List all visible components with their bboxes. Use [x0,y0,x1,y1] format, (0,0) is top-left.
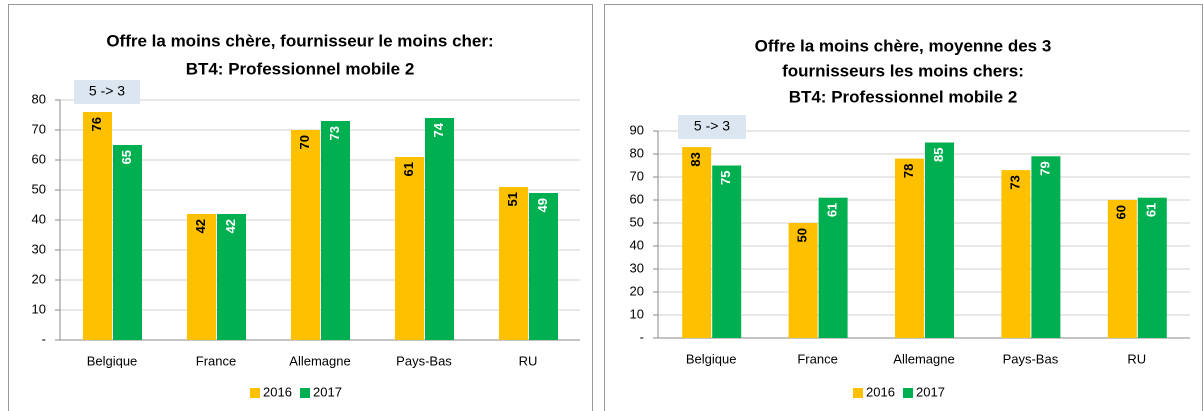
bar [1031,156,1061,338]
y-tick-label: 60 [630,191,644,206]
data-label: 51 [505,192,520,206]
chart-title: Offre la moins chère, fournisseur le moi… [106,31,493,50]
x-tick-label: Belgique [87,353,138,368]
data-label: 42 [193,219,208,233]
data-label: 83 [688,152,703,166]
data-label: 42 [223,219,238,233]
data-label: 70 [297,135,312,149]
data-label: 60 [1114,205,1129,219]
x-tick-label: Belgique [686,351,737,366]
bar [187,214,216,340]
chart-title: fournisseurs les moins chers: [782,61,1024,80]
x-tick-label: France [196,353,236,368]
y-tick-label: 20 [630,283,644,298]
chart-title: BT4: Professionnel mobile 2 [789,87,1018,106]
legend-swatch [853,388,863,398]
x-tick-label: RU [519,353,538,368]
bar [291,130,320,340]
y-tick-label: 30 [630,260,644,275]
y-tick-label: 90 [630,122,644,137]
x-tick-label: Allemagne [893,351,954,366]
data-label: 75 [718,171,733,185]
y-tick-label: 70 [630,168,644,183]
annotation-box [74,80,140,104]
bar [788,223,818,338]
bar [1001,170,1031,338]
legend-label: 2016 [866,384,895,399]
bar [712,165,742,338]
chart-title: Offre la moins chère, moyenne des 3 [755,36,1052,55]
x-tick-label: Pays-Bas [396,353,452,368]
y-tick-label: 50 [630,214,644,229]
annotation: 5 -> 3 [694,118,730,134]
y-tick-label: 40 [630,237,644,252]
data-label: 50 [795,228,810,242]
y-tick-label: 80 [32,91,46,106]
bar [529,193,558,340]
annotation: 5 -> 3 [89,83,125,99]
bar [818,197,848,338]
bar [395,157,424,340]
bar [895,158,924,338]
x-tick-label: France [797,351,837,366]
y-tick-label: - [640,329,644,344]
data-label: 65 [119,150,134,164]
legend-label: 2017 [313,384,342,399]
data-label: 61 [825,203,840,217]
y-tick-label: 80 [630,145,644,160]
y-tick-label: - [42,331,46,346]
y-tick-label: 10 [32,301,46,316]
data-label: 61 [401,162,416,176]
legend-label: 2017 [916,384,945,399]
legend-swatch [903,388,913,398]
legend-swatch [250,388,260,398]
data-label: 49 [535,198,550,212]
bar [113,145,142,340]
bar [499,187,528,340]
data-label: 78 [901,164,916,178]
x-tick-label: RU [1127,351,1146,366]
data-label: 74 [431,122,446,137]
y-tick-label: 70 [32,121,46,136]
y-tick-label: 20 [32,271,46,286]
bar [321,121,350,340]
y-tick-label: 60 [32,151,46,166]
y-tick-label: 10 [630,306,644,321]
bar [925,142,954,338]
data-label: 85 [931,148,946,162]
bar [682,147,712,338]
x-tick-label: Allemagne [289,353,350,368]
y-tick-label: 40 [32,211,46,226]
bar [1137,197,1167,338]
bar [425,118,454,340]
chart-title: BT4: Professionnel mobile 2 [186,59,415,78]
data-label: 76 [89,117,104,131]
legend-swatch [300,388,310,398]
y-tick-label: 30 [32,241,46,256]
bar [1107,200,1137,338]
data-label: 73 [327,126,342,140]
annotation-box [678,115,746,139]
bar [217,214,246,340]
data-label: 73 [1007,175,1022,189]
legend-label: 2016 [263,384,292,399]
data-label: 79 [1037,161,1052,175]
data-label: 61 [1144,203,1159,217]
bar [83,112,112,340]
x-tick-label: Pays-Bas [1003,351,1059,366]
y-tick-label: 50 [32,181,46,196]
